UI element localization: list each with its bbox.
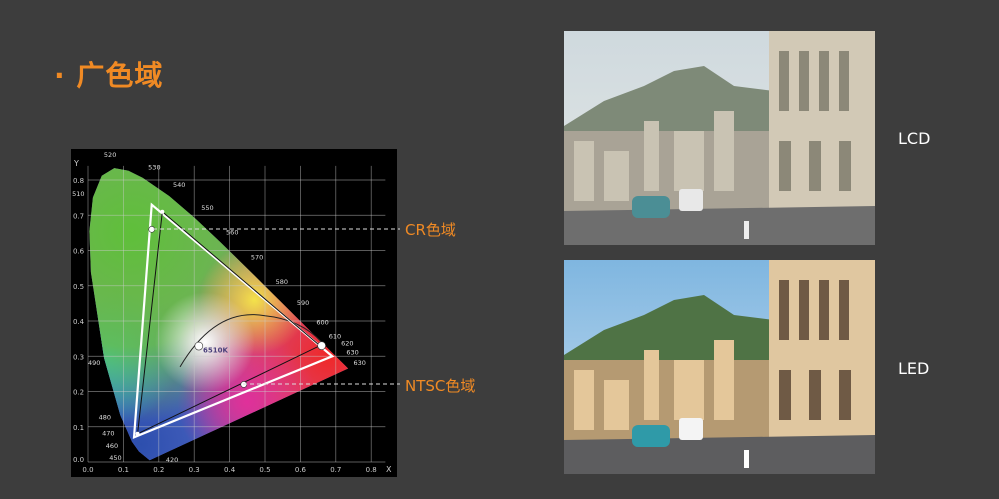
white-point-label: 6510K — [203, 347, 228, 355]
dashed-leaders — [153, 228, 400, 385]
ntsc-vertex — [135, 431, 140, 436]
y-tick-label: 0.4 — [73, 318, 85, 326]
wavelength-label: 480 — [99, 414, 111, 422]
slide-title: · 广色域 — [54, 59, 164, 92]
led-label: LED — [898, 359, 930, 378]
y-tick-label: 0.7 — [73, 212, 84, 220]
wavelength-label: 620 — [341, 340, 353, 348]
wavelength-label: 490 — [88, 359, 100, 367]
wavelength-label: 510 — [72, 190, 84, 198]
y-tick-label: 0.6 — [73, 248, 85, 256]
y-tick-label: 0.3 — [73, 353, 84, 361]
wavelength-label: 550 — [201, 204, 213, 212]
wavelength-label: 460 — [106, 442, 118, 450]
cr-gamut-triangle — [132, 202, 335, 440]
y-tick-label: 0.1 — [73, 424, 84, 432]
gamut-marker — [317, 341, 326, 350]
x-tick-label: 0.5 — [259, 466, 270, 474]
x-tick-label: 0.0 — [82, 466, 93, 474]
lcd-photo — [564, 31, 875, 245]
y-tick-label: 0.0 — [73, 456, 84, 464]
wavelength-label: 450 — [109, 454, 121, 462]
x-tick-label: 0.8 — [366, 466, 377, 474]
x-axis-label: X — [386, 465, 392, 474]
cie-chromaticity-diagram: 0.0 0.1 0.1 0.2 0.2 0.3 0.3 0.4 0.4 0.5 0.5 0.6 0.6 0… — [71, 149, 397, 477]
x-tick-label: 0.2 — [153, 466, 164, 474]
ntsc-gamut-triangle — [136, 210, 321, 435]
cie-diagram-svg: 0.0 0.1 0.1 0.2 0.2 0.3 0.3 0.4 0.4 0.5 0.5 0.6 0.6 0… — [72, 151, 392, 474]
wavelength-label: 570 — [251, 253, 263, 261]
x-tick-label: 0.1 — [118, 466, 129, 474]
y-axis-label: Y — [73, 159, 79, 168]
cr-gamut-label: CR色域 — [405, 221, 456, 239]
y-tick-label: 0.2 — [73, 389, 84, 397]
led-photo — [564, 260, 875, 474]
x-tick-label: 0.6 — [295, 466, 307, 474]
wavelength-label: 420 — [166, 456, 178, 464]
ntsc-vertex — [160, 209, 165, 214]
wavelength-label: 540 — [173, 181, 185, 189]
wavelength-label: 560 — [226, 229, 238, 237]
x-tick-label: 0.3 — [189, 466, 200, 474]
wavelength-label: 580 — [276, 278, 288, 286]
gamut-marker — [194, 341, 204, 351]
x-tick-label: 0.7 — [330, 466, 341, 474]
street-scene-led — [564, 260, 875, 474]
lcd-label: LCD — [898, 129, 931, 148]
wavelength-label: 520 — [104, 151, 116, 159]
y-tick-label: 0.5 — [73, 283, 84, 291]
wavelength-label: 630 — [346, 348, 358, 356]
y-tick-label: 0.8 — [73, 177, 84, 185]
wavelength-label: 530 — [148, 163, 160, 171]
wavelength-label: 590 — [297, 299, 309, 307]
wavelength-label: 470 — [102, 430, 114, 438]
wavelength-label: 610 — [329, 333, 341, 341]
x-tick-label: 0.4 — [224, 466, 236, 474]
wavelength-label: 630 — [354, 359, 366, 367]
wavelength-label: 600 — [316, 319, 328, 327]
ntsc-gamut-label: NTSC色域 — [405, 377, 476, 395]
planckian-locus — [179, 314, 323, 368]
street-scene-lcd — [564, 31, 875, 245]
